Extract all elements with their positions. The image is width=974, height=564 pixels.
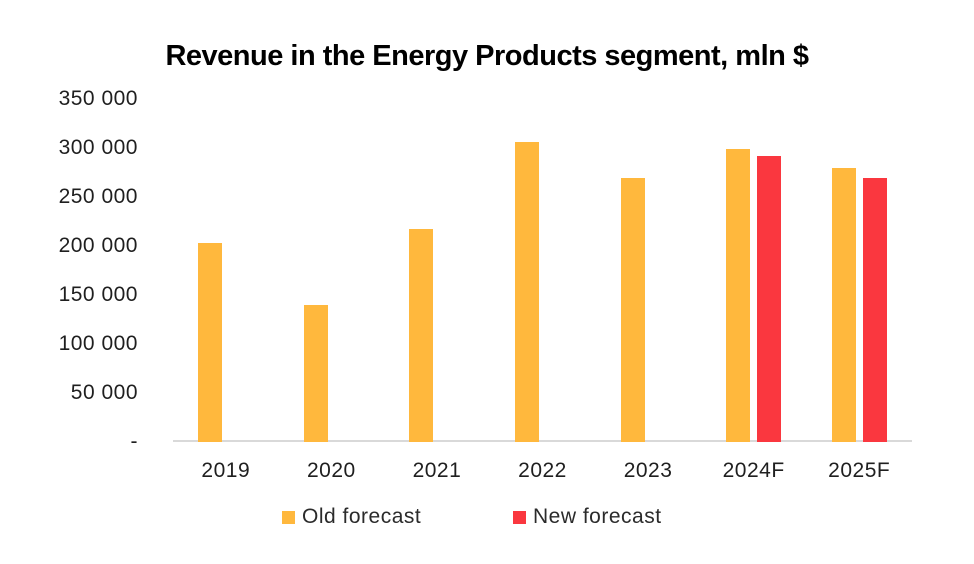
legend-swatch-icon xyxy=(513,510,526,524)
x-axis-label-2021: 2021 xyxy=(412,459,462,482)
y-tick-label: 150 000 xyxy=(58,283,138,306)
x-axis-label-2023: 2023 xyxy=(623,459,673,482)
bar-old-forecast-2021 xyxy=(409,229,434,442)
y-tick-label: - xyxy=(130,430,138,453)
x-axis-label-2019: 2019 xyxy=(201,459,251,482)
legend-label: Old forecast xyxy=(302,505,422,528)
legend-item-new-forecast: New forecast xyxy=(513,503,662,531)
legend-swatch-icon xyxy=(282,510,295,524)
legend: Old forecast New forecast xyxy=(0,503,974,531)
y-tick-label: 350 000 xyxy=(58,87,138,110)
bar-new-forecast-2024f xyxy=(757,155,782,442)
x-axis-label-2025f: 2025F xyxy=(828,459,891,482)
chart-title: Revenue in the Energy Products segment, … xyxy=(165,40,809,72)
legend-item-old-forecast: Old forecast xyxy=(282,503,421,531)
bar-old-forecast-2024f xyxy=(726,148,751,442)
y-tick-label: 200 000 xyxy=(58,234,138,257)
x-axis-line xyxy=(173,440,912,442)
y-tick-label: 250 000 xyxy=(58,185,138,208)
x-axis-label-2020: 2020 xyxy=(306,459,356,482)
bar-old-forecast-2023 xyxy=(620,178,645,442)
bar-old-forecast-2025f xyxy=(831,167,856,442)
bar-old-forecast-2019 xyxy=(198,243,223,442)
legend-label: New forecast xyxy=(533,505,662,528)
bar-old-forecast-2020 xyxy=(303,304,328,442)
bar-old-forecast-2022 xyxy=(515,142,539,442)
x-axis-label-2022: 2022 xyxy=(518,459,567,482)
y-tick-label: 100 000 xyxy=(58,332,138,355)
x-axis-label-2024f: 2024F xyxy=(722,459,785,482)
y-tick-label: 300 000 xyxy=(58,136,138,159)
bar-new-forecast-2025f xyxy=(862,178,887,442)
y-tick-label: 50 000 xyxy=(70,381,138,404)
